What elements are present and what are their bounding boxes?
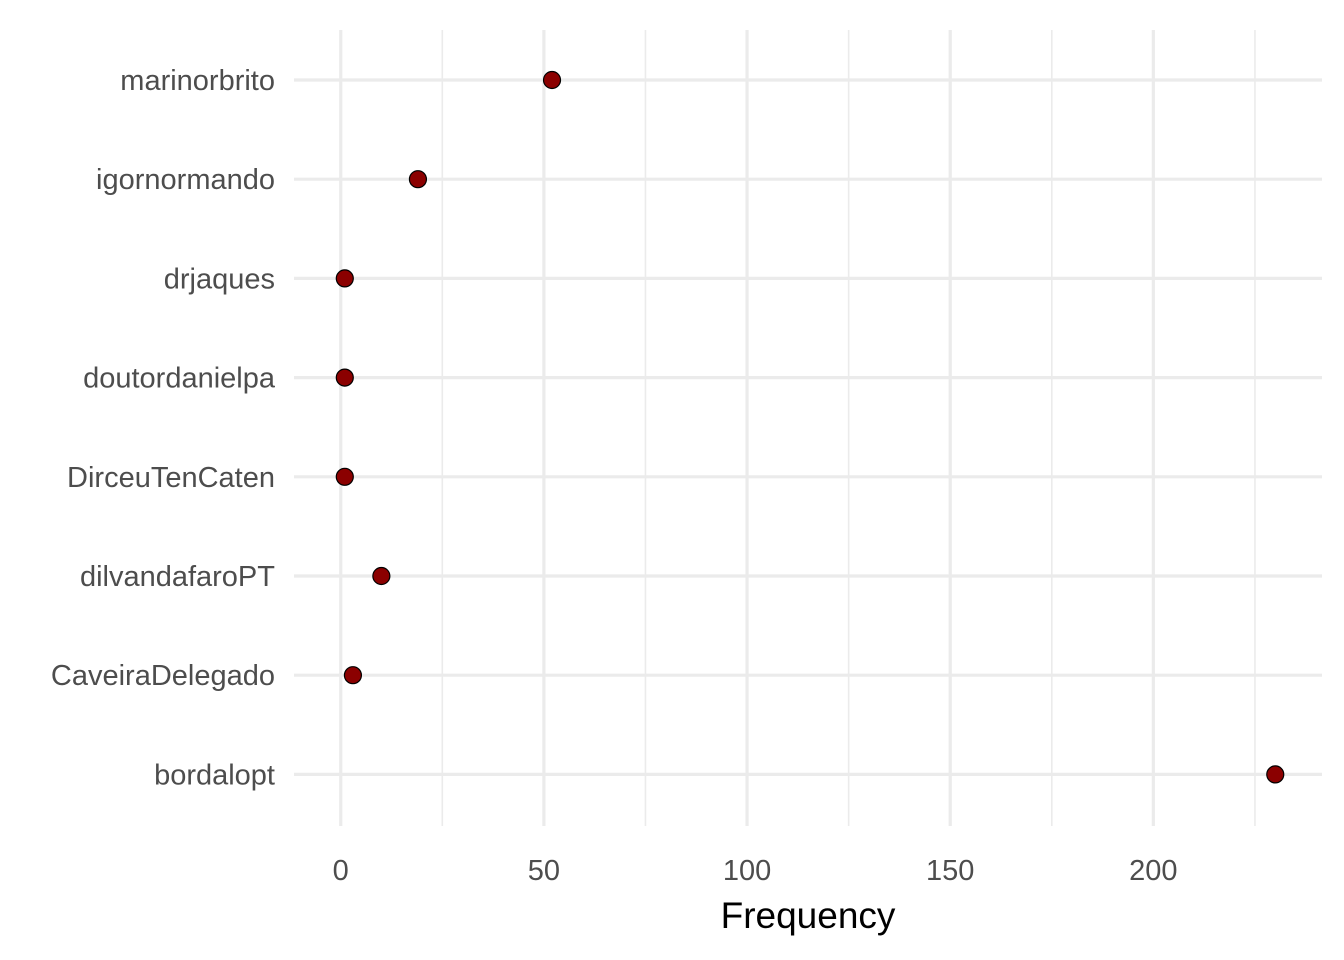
y-tick-label: igornormando xyxy=(96,164,275,196)
x-tick-label: 100 xyxy=(723,855,771,887)
data-point xyxy=(335,368,354,387)
y-tick-label: doutordanielpa xyxy=(83,363,276,395)
y-tick-label: bordalopt xyxy=(154,759,275,791)
x-axis-tick-labels: 0 50 100 150 200 xyxy=(333,855,1178,887)
y-tick-label: CaveiraDelegado xyxy=(51,660,275,692)
major-gridlines xyxy=(294,30,1322,826)
x-axis-title: Frequency xyxy=(721,895,896,936)
y-axis-tick-labels: marinorbrito igornormando drjaques doutorda… xyxy=(51,65,276,791)
y-tick-label: DirceuTenCaten xyxy=(67,462,275,494)
minor-gridlines xyxy=(441,30,1256,826)
data-point xyxy=(335,467,354,486)
data-point xyxy=(408,170,428,189)
y-tick-label: drjaques xyxy=(164,263,275,295)
x-tick-label: 0 xyxy=(333,855,349,887)
x-tick-label: 50 xyxy=(528,855,560,887)
data-point xyxy=(1266,765,1285,784)
x-tick-label: 200 xyxy=(1129,855,1177,887)
data-point xyxy=(372,566,391,586)
x-tick-label: 150 xyxy=(926,855,974,887)
data-points xyxy=(335,70,1285,784)
y-tick-label: dilvandafaroPT xyxy=(80,561,275,593)
data-point xyxy=(542,70,562,90)
data-point xyxy=(335,269,354,288)
data-point xyxy=(343,666,363,685)
y-tick-label: marinorbrito xyxy=(120,65,275,97)
